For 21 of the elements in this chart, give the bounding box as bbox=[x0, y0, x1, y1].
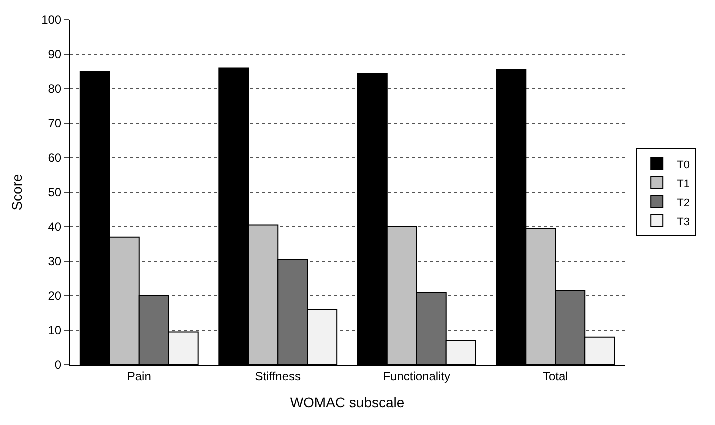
legend-label: T3 bbox=[677, 216, 690, 228]
y-tick-label: 0 bbox=[54, 358, 62, 372]
x-tick-label: Pain bbox=[127, 369, 152, 384]
x-tick-label: Stiffness bbox=[255, 369, 302, 384]
y-tick-label: 60 bbox=[48, 151, 62, 166]
y-tick-label: 40 bbox=[48, 220, 62, 234]
legend-label: T0 bbox=[677, 159, 690, 172]
y-tick-label: 90 bbox=[48, 48, 62, 62]
y-tick-label: 100 bbox=[42, 13, 62, 28]
y-tick-label: 10 bbox=[48, 324, 62, 338]
legend-label: T1 bbox=[677, 178, 690, 190]
y-tick-label: 70 bbox=[48, 116, 62, 131]
y-tick-label: 50 bbox=[48, 186, 62, 200]
y-tick-label: 20 bbox=[48, 289, 62, 304]
y-tick-label: 80 bbox=[48, 82, 62, 96]
y-tick-label: 30 bbox=[48, 254, 62, 269]
x-tick-label: Total bbox=[542, 369, 568, 384]
x-axis-title: WOMAC subscale bbox=[290, 394, 405, 411]
x-tick-label: Functionality bbox=[383, 369, 451, 384]
legend-label: T2 bbox=[677, 197, 690, 210]
y-axis-title: Score bbox=[9, 174, 26, 211]
